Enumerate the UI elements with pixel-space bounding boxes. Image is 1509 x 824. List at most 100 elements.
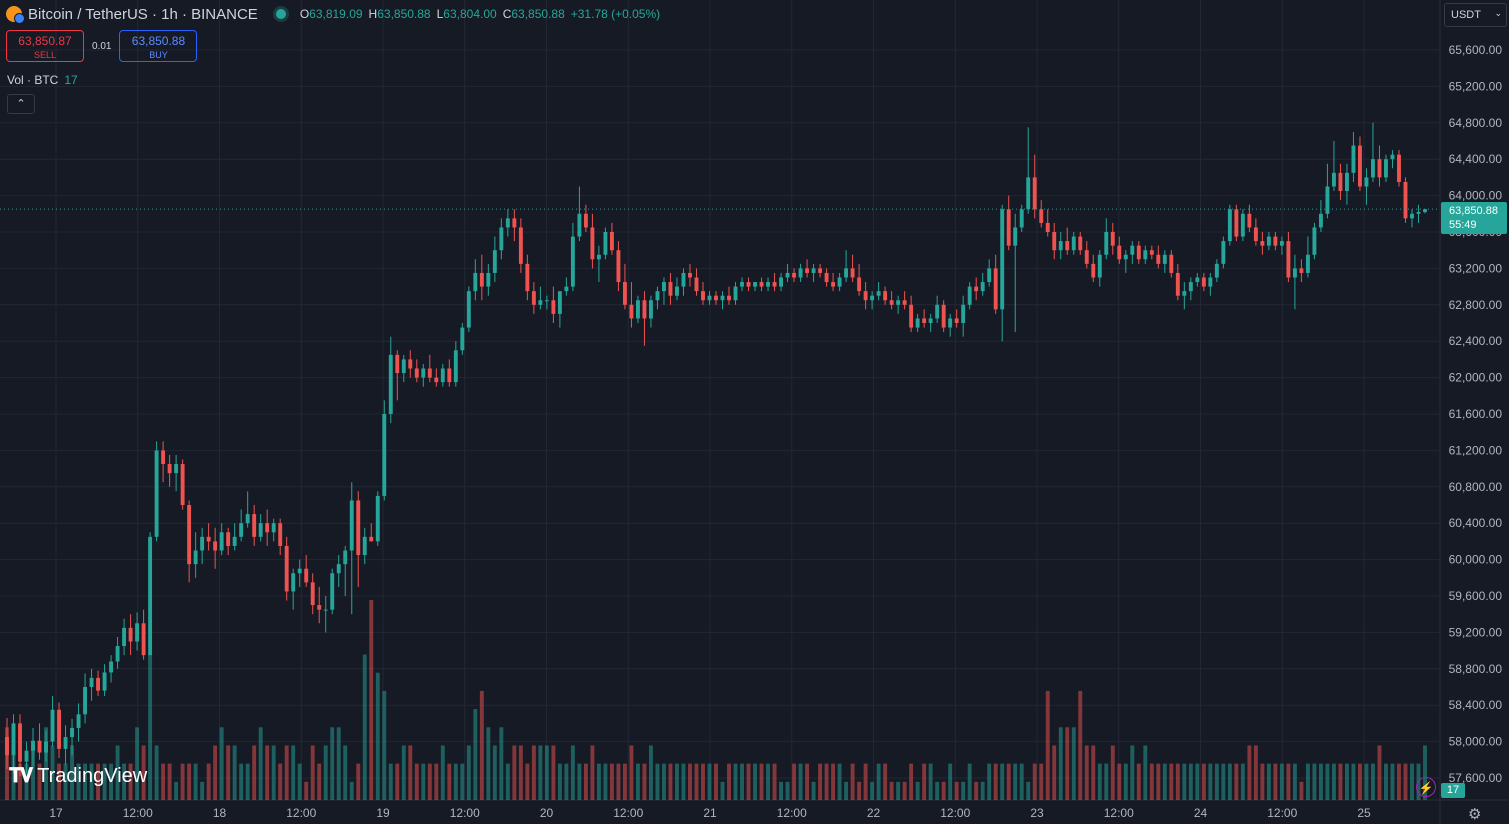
- volume-bar: [1071, 727, 1076, 800]
- candle-body: [538, 300, 543, 305]
- currency-selector[interactable]: USDT ⌄: [1444, 3, 1507, 27]
- volume-bar: [1318, 763, 1323, 800]
- candle-body: [180, 464, 185, 505]
- volume-bar: [1331, 763, 1336, 800]
- price-tick-label: 65,600.00: [1449, 43, 1503, 57]
- candle-body: [564, 286, 569, 292]
- volume-bar: [1273, 763, 1278, 800]
- volume-bar: [707, 763, 712, 800]
- candle-body: [375, 495, 380, 542]
- time-tick-label: 12:00: [1267, 806, 1297, 820]
- high-value: 63,850.88: [377, 7, 431, 21]
- candle-body: [408, 359, 413, 369]
- candle-body: [518, 227, 523, 264]
- volume-bars: [5, 600, 1427, 800]
- sell-button[interactable]: 63,850.87 SELL: [6, 30, 84, 62]
- candle-body: [1013, 227, 1018, 246]
- volume-bar: [206, 763, 211, 800]
- candle-body: [954, 318, 959, 323]
- volume-bar: [701, 763, 705, 800]
- volume-bar: [512, 745, 517, 800]
- buy-button[interactable]: 63,850.88 BUY: [119, 30, 198, 62]
- candle-body: [967, 286, 972, 305]
- collapse-legend-button[interactable]: ⌃: [7, 94, 35, 114]
- candle-body: [278, 523, 283, 546]
- volume-bar: [141, 745, 146, 800]
- symbol-title[interactable]: Bitcoin / TetherUS · 1h · BINANCE: [28, 5, 258, 23]
- candle-body: [694, 277, 699, 292]
- candle-body: [239, 523, 244, 537]
- volume-bar: [961, 781, 966, 800]
- volume-bar: [616, 763, 621, 800]
- candle-body: [1397, 154, 1401, 182]
- volume-bar: [1032, 763, 1037, 800]
- candle-body: [297, 568, 302, 574]
- volume-bar: [870, 781, 875, 800]
- candle-body: [720, 295, 725, 301]
- candle-body: [154, 450, 159, 537]
- volume-bar: [753, 763, 757, 800]
- low-key: L: [436, 7, 444, 21]
- volume-bar: [115, 745, 120, 800]
- volume-bar: [590, 745, 595, 800]
- candle-body: [1000, 209, 1005, 310]
- candle-body: [434, 377, 439, 383]
- volume-bar: [1397, 763, 1401, 800]
- candle-body: [245, 514, 250, 524]
- bitcoin-icon: [6, 6, 25, 24]
- candle-body: [740, 282, 744, 287]
- candle-body: [1019, 209, 1024, 228]
- volume-bar: [1084, 745, 1089, 800]
- candle-body: [1318, 213, 1323, 228]
- volume-legend[interactable]: Vol · BTC 17: [7, 73, 78, 87]
- candle-body: [37, 740, 42, 753]
- candle-body: [174, 464, 179, 474]
- price-tick-label: 59,600.00: [1449, 589, 1503, 603]
- candle-body: [1097, 254, 1102, 278]
- candle-body: [688, 272, 692, 278]
- price-tick-label: 61,600.00: [1449, 407, 1503, 421]
- candle-body: [1221, 241, 1226, 264]
- tradingview-logo[interactable]: 𝐓𝐕 TradingView: [9, 765, 147, 788]
- price-tick-label: 62,400.00: [1449, 334, 1503, 348]
- candle-body: [24, 750, 29, 762]
- candle-body: [323, 609, 328, 611]
- time-tick-label: 12:00: [613, 806, 643, 820]
- price-tick-label: 60,800.00: [1449, 480, 1503, 494]
- volume-bar: [798, 763, 803, 800]
- volume-bar: [557, 763, 562, 800]
- candle-body: [1410, 213, 1414, 219]
- last-price-value: 63,850.88: [1449, 205, 1498, 217]
- candle-body: [824, 272, 829, 283]
- chevron-down-icon: ⌄: [1494, 8, 1502, 18]
- volume-bar: [421, 763, 426, 800]
- volume-bar: [805, 763, 810, 800]
- volume-bar: [675, 763, 679, 800]
- candle-body: [1364, 177, 1369, 187]
- gear-icon[interactable]: ⚙: [1468, 806, 1482, 823]
- candle-body: [889, 300, 894, 305]
- candle-body: [187, 505, 192, 565]
- candle-body: [258, 523, 263, 537]
- candle-body: [83, 687, 88, 715]
- candle-body: [811, 268, 816, 273]
- candle-body: [1266, 236, 1271, 246]
- volume-bar: [408, 745, 413, 800]
- time-tick-label: 12:00: [450, 806, 480, 820]
- volume-bar: [818, 763, 823, 800]
- lightning-icon[interactable]: ⚡: [1416, 777, 1436, 797]
- volume-bar: [642, 763, 647, 800]
- volume-bar: [18, 763, 22, 800]
- volume-bar: [857, 781, 862, 800]
- buy-price: 63,850.88: [131, 34, 186, 48]
- spread-value: 0.01: [92, 40, 112, 52]
- volume-bar: [349, 781, 354, 800]
- candle-body: [135, 623, 140, 642]
- candle-body: [1149, 250, 1154, 255]
- candle-body: [76, 714, 81, 728]
- volume-bar: [525, 763, 530, 800]
- candle-body: [512, 218, 517, 228]
- volume-bar: [70, 745, 74, 800]
- candle-body: [492, 250, 497, 273]
